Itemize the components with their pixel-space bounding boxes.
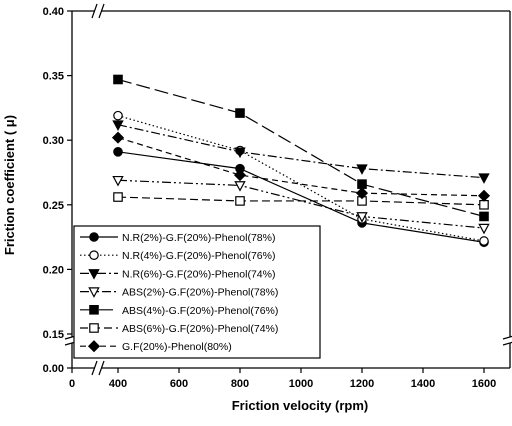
x-tick-label: 1200 <box>350 378 374 390</box>
data-point <box>478 223 490 235</box>
series-4 <box>112 175 490 235</box>
legend-label: ABS(6%)-G.F(20%)-Phenol(74%) <box>122 323 278 335</box>
series-layer <box>111 74 491 248</box>
y-tick-label: 0.35 <box>43 71 64 83</box>
data-point <box>112 120 124 131</box>
data-point <box>478 173 490 184</box>
x-tick-label: 800 <box>231 378 249 390</box>
series-line <box>117 151 485 243</box>
data-point <box>113 192 123 202</box>
legend-marker <box>89 323 99 333</box>
y-tick-label: 0.15 <box>43 329 64 341</box>
data-point <box>477 189 491 202</box>
data-point <box>356 212 368 223</box>
legend-marker <box>88 287 100 298</box>
x-break-mark <box>98 3 105 19</box>
series-5 <box>113 74 489 222</box>
y-break-mark <box>502 341 512 346</box>
data-point <box>479 200 489 210</box>
legend-item: N.R(2%)-G.F(20%)-Phenol(78%) <box>80 232 275 244</box>
series-line <box>117 115 485 242</box>
data-point <box>111 131 125 144</box>
y-axis-title: Friction coefficient ( μ) <box>2 115 17 255</box>
y-break-mark <box>502 335 512 340</box>
y-tick-label: 0.40 <box>43 6 64 18</box>
legend-item: G.F(20%)-Phenol(80%) <box>80 340 232 353</box>
legend: N.R(2%)-G.F(20%)-Phenol(78%) N.R(4%)-G.F(… <box>73 225 321 359</box>
legend-item: N.R(4%)-G.F(20%)-Phenol(76%) <box>80 250 275 262</box>
series-line <box>117 137 485 197</box>
series-2 <box>113 110 489 246</box>
series-7 <box>111 131 491 202</box>
legend-marker <box>89 305 99 315</box>
data-point <box>355 187 369 200</box>
legend-item: ABS(4%)-G.F(20%)-Phenol(76%) <box>80 305 278 317</box>
y-tick-label: 0.30 <box>43 135 64 147</box>
data-point <box>479 211 489 222</box>
legend-label: N.R(6%)-G.F(20%)-Phenol(74%) <box>122 268 275 280</box>
x-tick-label: 400 <box>109 378 127 390</box>
y-tick-label: 0.20 <box>43 264 64 276</box>
x-tick-label: 1600 <box>472 378 496 390</box>
legend-label: N.R(2%)-G.F(20%)-Phenol(78%) <box>122 232 275 244</box>
data-point <box>235 108 245 118</box>
data-point <box>356 164 368 175</box>
legend-item: ABS(2%)-G.F(20%)-Phenol(78%) <box>80 287 278 299</box>
data-point <box>235 196 245 206</box>
legend-marker <box>89 250 99 260</box>
legend-marker <box>89 232 99 242</box>
data-point <box>113 147 123 157</box>
x-axis-title: Friction velocity (rpm) <box>232 398 369 413</box>
x-tick-label: 1400 <box>411 378 435 390</box>
x-break-mark <box>91 360 98 376</box>
axis-ticks: 0 400 600 800 1000 1200 1400 1600 0.00 0.15 0.20 0.… <box>43 6 497 390</box>
y-tick-label: 0.25 <box>43 200 64 212</box>
data-point <box>479 236 489 246</box>
data-point <box>234 181 246 192</box>
data-point <box>113 74 123 85</box>
legend-marker <box>87 340 101 353</box>
legend-label: N.R(4%)-G.F(20%)-Phenol(76%) <box>122 250 275 262</box>
series-3 <box>112 120 490 184</box>
legend-label: G.F(20%)-Phenol(80%) <box>122 341 232 353</box>
y-tick-label: 0.00 <box>43 363 64 375</box>
legend-item: N.R(6%)-G.F(20%)-Phenol(74%) <box>80 268 275 280</box>
series-line <box>117 124 485 179</box>
x-break-mark <box>91 3 98 19</box>
legend-label: ABS(2%)-G.F(20%)-Phenol(78%) <box>122 287 278 299</box>
legend-marker <box>88 269 100 280</box>
legend-item: ABS(6%)-G.F(20%)-Phenol(74%) <box>80 323 278 335</box>
series-6 <box>113 192 489 210</box>
x-tick-label: 0 <box>69 378 75 390</box>
data-point <box>234 147 246 159</box>
x-tick-label: 1000 <box>289 378 313 390</box>
data-point <box>357 179 367 189</box>
data-point <box>233 169 247 182</box>
legend-label: ABS(4%)-G.F(20%)-Phenol(76%) <box>122 305 278 317</box>
data-point <box>112 175 124 187</box>
x-tick-label: 600 <box>170 378 188 390</box>
series-line <box>117 196 485 206</box>
series-line <box>117 78 485 218</box>
series-line <box>117 179 485 229</box>
x-break-mark <box>98 360 105 376</box>
data-point <box>113 110 123 121</box>
